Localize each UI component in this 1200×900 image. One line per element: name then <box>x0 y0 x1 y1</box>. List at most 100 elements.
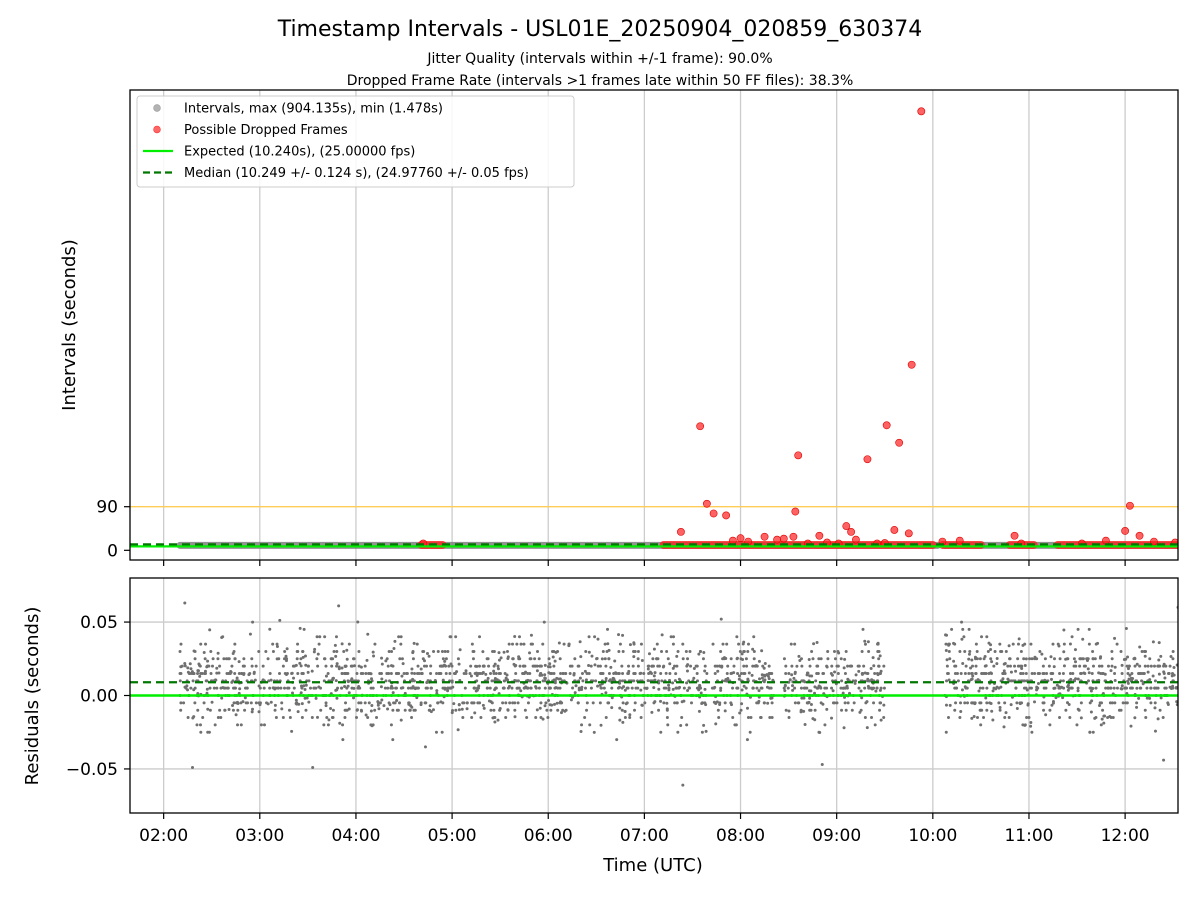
residual-point-2053 <box>1058 716 1062 720</box>
residual-point-558 <box>471 701 475 705</box>
residual-point-62 <box>227 657 231 661</box>
residual-point-1427 <box>763 661 767 665</box>
residual-point-1414 <box>274 716 278 720</box>
dropped-frame-point-38 <box>1126 501 1134 510</box>
residual-point-2327 <box>1079 671 1083 675</box>
residual-point-1571 <box>745 706 749 710</box>
residual-point-2384 <box>1061 696 1065 700</box>
residual-point-438 <box>680 716 684 720</box>
residual-point-386 <box>283 686 287 690</box>
residual-point-980 <box>609 665 613 669</box>
residual-point-811 <box>242 657 246 661</box>
residual-extreme-point-1 <box>190 765 194 769</box>
residual-point-2354 <box>1001 671 1005 675</box>
residual-point-1842 <box>863 639 867 643</box>
residual-point-1803 <box>878 654 882 658</box>
residual-point-1249 <box>448 686 452 690</box>
residual-point-530 <box>651 657 655 661</box>
residual-point-348 <box>313 647 317 651</box>
residual-point-1235 <box>617 649 621 653</box>
residual-point-2489 <box>1142 649 1146 653</box>
residual-point-391 <box>675 664 679 668</box>
residual-point-1039 <box>558 686 562 690</box>
residual-point-2028 <box>1110 664 1114 668</box>
residual-point-2092 <box>1099 655 1103 659</box>
dropped-frame-point-39 <box>1135 531 1144 540</box>
residual-point-761 <box>660 649 664 653</box>
residual-point-580 <box>306 670 310 674</box>
residual-point-1368 <box>671 666 675 670</box>
residual-point-33 <box>559 711 563 715</box>
residual-point-1182 <box>215 666 219 670</box>
residual-extreme-point-5 <box>1162 758 1166 762</box>
residual-point-1850 <box>843 701 847 705</box>
residual-point-66 <box>220 696 224 700</box>
residual-point-608 <box>347 707 351 711</box>
residual-point-1229 <box>478 635 482 639</box>
residual-point-2231 <box>1035 685 1039 689</box>
residual-point-456 <box>589 664 593 668</box>
residual-point-1573 <box>738 711 742 715</box>
residual-point-1719 <box>830 686 834 690</box>
residual-point-1194 <box>425 652 429 656</box>
bottom-y-axis-label: Residuals (seconds) <box>22 607 43 786</box>
residual-point-2275 <box>1087 671 1091 675</box>
residual-point-2448 <box>1057 644 1061 648</box>
residual-point-1642 <box>812 642 816 646</box>
residual-point-692 <box>400 674 404 678</box>
residual-point-294 <box>552 664 556 668</box>
residual-point-895 <box>239 723 243 727</box>
residual-point-1185 <box>701 657 705 661</box>
residual-point-278 <box>387 671 391 675</box>
residual-point-756 <box>390 686 394 690</box>
residual-point-1543 <box>748 730 752 734</box>
residual-point-2328 <box>944 730 948 734</box>
residual-point-718 <box>441 657 445 661</box>
residual-point-1116 <box>576 701 580 705</box>
residual-point-1840 <box>795 664 799 668</box>
residual-point-1009 <box>412 641 416 645</box>
residual-point-539 <box>411 649 415 653</box>
residual-point-1619 <box>826 657 830 661</box>
residual-point-320 <box>535 708 539 712</box>
residual-point-1521 <box>751 686 755 690</box>
residual-point-593 <box>187 671 191 675</box>
residual-point-180 <box>254 664 258 668</box>
residual-point-474 <box>571 686 575 690</box>
residual-point-1387 <box>231 651 235 655</box>
residual-point-390 <box>219 716 223 720</box>
residual-point-598 <box>587 650 591 654</box>
residual-point-1336 <box>278 671 282 675</box>
residual-point-2349 <box>1052 686 1056 690</box>
residual-point-1177 <box>528 651 532 655</box>
legend-label-2: Expected (10.240s), (25.00000 fps) <box>184 145 415 160</box>
residual-point-929 <box>292 676 296 680</box>
legend: Intervals, max (904.135s), min (1.478s) P… <box>136 95 575 188</box>
residual-point-145 <box>189 686 193 690</box>
residual-point-1434 <box>713 685 717 689</box>
residual-point-2026 <box>1117 708 1121 712</box>
residual-point-274 <box>585 708 589 712</box>
residual-point-763 <box>210 700 214 704</box>
residual-point-1678 <box>857 669 861 673</box>
residual-point-86 <box>340 642 344 646</box>
residual-point-1386 <box>662 664 666 668</box>
residual-point-244 <box>454 708 458 712</box>
residual-point-764 <box>334 679 338 683</box>
residual-point-830 <box>299 664 303 668</box>
residual-point-1287 <box>210 664 214 668</box>
residual-point-2183 <box>1120 684 1124 688</box>
dropped-frame-point-20 <box>847 527 856 536</box>
residual-point-918 <box>534 685 538 689</box>
residual-point-417 <box>606 627 610 631</box>
residual-point-1346 <box>626 671 630 675</box>
residual-point-840 <box>506 649 510 653</box>
residual-point-1871 <box>1138 664 1142 668</box>
residual-point-1049 <box>546 716 550 720</box>
residual-point-1694 <box>842 726 846 730</box>
residual-point-930 <box>489 671 493 675</box>
residual-point-997 <box>516 679 520 683</box>
residual-point-1285 <box>345 686 349 690</box>
residual-point-1556 <box>729 703 733 707</box>
residual-point-51 <box>269 678 273 682</box>
